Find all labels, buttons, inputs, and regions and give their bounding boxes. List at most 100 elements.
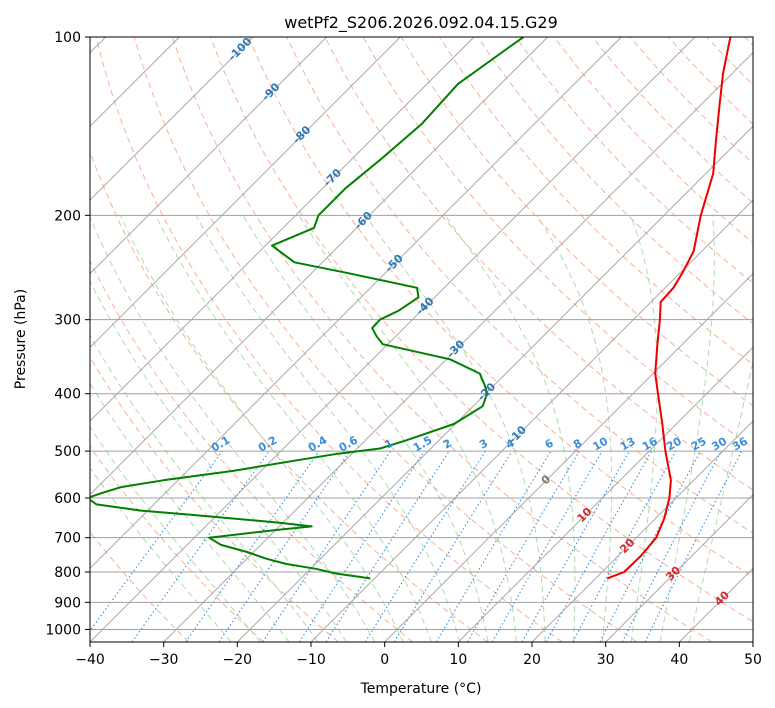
isotherm-line	[90, 37, 254, 201]
x-tick-label: 10	[449, 652, 467, 668]
dry-adiabat-line	[515, 37, 753, 284]
isotherm-line	[90, 37, 475, 422]
dry-adiabat-line	[248, 37, 753, 578]
isotherm-line	[458, 346, 753, 642]
isotherm-line	[237, 125, 753, 642]
mixing-ratio-label: 3	[477, 437, 490, 452]
isotherm-line	[90, 37, 622, 569]
moist-adiabats	[90, 215, 753, 642]
dry-adiabat-line	[133, 37, 638, 642]
isotherm-line	[679, 567, 753, 642]
y-tick-label: 1000	[45, 622, 81, 638]
mixing-ratio-line	[521, 450, 630, 642]
x-tick-label: −10	[296, 652, 326, 668]
mixing-ratio-line	[185, 450, 320, 642]
y-tick-label: 800	[54, 565, 81, 581]
moist-adiabat-line	[659, 215, 715, 642]
plot-frame	[89, 36, 754, 643]
x-tick-label: 50	[744, 652, 762, 668]
y-axis: 100 200 300 400 500 600 700 800 900 1000	[45, 30, 90, 638]
moist-adiabat-line	[90, 215, 376, 642]
y-tick-label: 700	[54, 531, 81, 547]
dry-adiabat-line	[744, 37, 753, 47]
x-axis-title: Temperature (°C)	[360, 681, 482, 697]
line-labels: 0.1 0.2 0.4 0.6 1 1.5 2 3 4 6 8 10 13 16 20 25 30 36-100-…	[209, 35, 750, 609]
isotherm-line	[310, 199, 753, 642]
moist-adiabat-line	[155, 215, 432, 642]
isotherm-line	[605, 494, 753, 642]
moist-adiabat-line	[688, 358, 753, 642]
mixing-ratio-line	[90, 450, 223, 632]
x-axis: −40 −30 −20 −10 0 10 20 30 40 50	[75, 642, 762, 668]
x-tick-label: 30	[597, 652, 615, 668]
dry-adiabat-line	[210, 37, 753, 623]
isotherm-label: -60	[352, 209, 375, 232]
moist-adiabat-line	[90, 334, 319, 642]
isotherm-label: -100	[226, 35, 255, 64]
mixing-ratio-line	[435, 450, 552, 642]
chart-title: wetPf2_S206.2026.092.04.15.G29	[284, 13, 558, 33]
isotherm-line	[90, 37, 696, 642]
isotherm-line	[163, 52, 753, 642]
isotherm-line	[752, 641, 753, 642]
x-tick-label: 20	[523, 652, 541, 668]
isotherms	[90, 37, 753, 642]
dry-adiabat-line	[90, 356, 339, 642]
y-tick-label: 900	[54, 595, 81, 611]
isotherm-label: 10	[575, 505, 595, 525]
x-tick-label: 40	[670, 652, 688, 668]
mixing-ratio-line	[218, 450, 351, 642]
temperature-line	[607, 37, 732, 580]
mixing-ratio-line	[262, 450, 392, 642]
dewpoint-line	[90, 37, 524, 580]
moist-adiabat-line	[444, 215, 576, 642]
isotherm-label: -70	[321, 166, 344, 189]
y-tick-label: 500	[54, 444, 81, 460]
pressure-gridlines	[90, 37, 753, 630]
mixing-ratio-line	[599, 450, 701, 642]
mixing-ratio-line	[393, 450, 513, 642]
y-tick-label: 300	[54, 313, 81, 329]
dry-adiabat-line	[90, 259, 414, 642]
dry-adiabat-line	[324, 37, 753, 491]
x-tick-label: −40	[75, 652, 105, 668]
moist-adiabat-line	[364, 215, 546, 642]
isotherm-line	[90, 37, 401, 348]
dry-adiabat-line	[591, 37, 753, 204]
isotherm-label: -80	[290, 123, 313, 146]
y-tick-label: 400	[54, 387, 81, 403]
mixing-ratio-label: 2	[441, 437, 454, 452]
isotherm-label: -50	[383, 252, 406, 275]
moist-adiabat-line	[630, 215, 658, 642]
isotherm-label: 30	[663, 563, 683, 583]
mixing-ratio-line	[644, 450, 743, 642]
dry-adiabat-line	[90, 445, 264, 642]
moist-adiabat-line	[242, 215, 489, 642]
mixing-ratio-line	[572, 450, 677, 642]
y-tick-label: 100	[54, 30, 81, 46]
isotherm-label: -90	[259, 80, 282, 103]
mixing-ratio-line	[545, 450, 653, 642]
isotherm-line	[90, 37, 327, 275]
dry-adiabat-line	[171, 37, 712, 642]
moist-adiabat-line	[298, 215, 517, 642]
moist-adiabat-line	[536, 215, 613, 642]
isotherm-line	[384, 273, 753, 642]
dry-adiabat-line	[286, 37, 753, 534]
mixing-ratio-line	[325, 450, 450, 642]
y-tick-label: 600	[54, 491, 81, 507]
dry-adiabat-line	[553, 37, 753, 244]
y-tick-label: 200	[54, 208, 81, 224]
mixing-ratio-lines	[90, 450, 743, 642]
mixing-ratio-line	[298, 450, 425, 642]
moist-adiabat-line	[90, 426, 261, 642]
isotherm-label: -30	[444, 337, 467, 360]
dry-adiabat-line	[90, 150, 488, 642]
moist-adiabat-line	[90, 279, 347, 642]
moist-adiabat-line	[90, 382, 290, 642]
moist-adiabat-line	[120, 215, 404, 642]
isotherm-line	[90, 37, 548, 496]
isotherm-label: -20	[475, 380, 498, 403]
profile-series	[90, 37, 732, 580]
